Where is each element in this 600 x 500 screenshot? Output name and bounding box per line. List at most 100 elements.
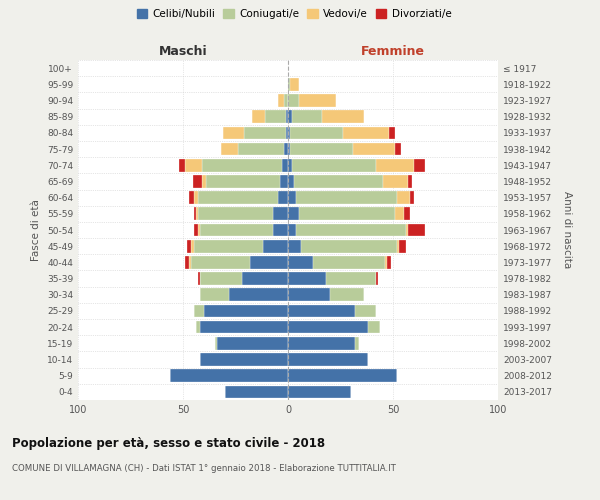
- Bar: [288, 192, 296, 204]
- Bar: [397, 240, 400, 252]
- Bar: [288, 94, 299, 107]
- Bar: [290, 126, 343, 139]
- Bar: [296, 224, 406, 236]
- Bar: [200, 353, 288, 366]
- Bar: [404, 208, 410, 220]
- Bar: [326, 272, 376, 285]
- Bar: [200, 321, 288, 334]
- Bar: [288, 126, 290, 139]
- Bar: [196, 321, 200, 334]
- Bar: [288, 240, 301, 252]
- Bar: [296, 192, 397, 204]
- Bar: [170, 370, 288, 382]
- Bar: [286, 126, 288, 139]
- Bar: [299, 208, 395, 220]
- Bar: [299, 94, 337, 107]
- Bar: [385, 256, 387, 268]
- Bar: [288, 337, 355, 349]
- Bar: [313, 256, 385, 268]
- Bar: [410, 192, 414, 204]
- Bar: [196, 208, 198, 220]
- Bar: [193, 208, 196, 220]
- Bar: [238, 142, 284, 156]
- Bar: [288, 386, 351, 398]
- Bar: [215, 337, 217, 349]
- Bar: [274, 224, 288, 236]
- Bar: [292, 159, 376, 172]
- Bar: [187, 240, 191, 252]
- Bar: [185, 159, 202, 172]
- Bar: [286, 110, 288, 123]
- Bar: [225, 386, 288, 398]
- Bar: [193, 240, 263, 252]
- Bar: [414, 159, 425, 172]
- Bar: [202, 159, 282, 172]
- Bar: [368, 321, 380, 334]
- Bar: [406, 224, 408, 236]
- Bar: [223, 126, 244, 139]
- Bar: [190, 192, 193, 204]
- Bar: [295, 175, 383, 188]
- Bar: [288, 370, 397, 382]
- Bar: [376, 159, 414, 172]
- Bar: [290, 142, 353, 156]
- Bar: [397, 192, 410, 204]
- Bar: [179, 159, 185, 172]
- Bar: [277, 192, 288, 204]
- Y-axis label: Fasce di età: Fasce di età: [31, 199, 41, 261]
- Bar: [282, 159, 288, 172]
- Bar: [198, 272, 200, 285]
- Bar: [202, 175, 206, 188]
- Bar: [288, 208, 299, 220]
- Text: Maschi: Maschi: [158, 44, 208, 58]
- Bar: [355, 304, 376, 318]
- Bar: [288, 288, 330, 301]
- Bar: [277, 94, 284, 107]
- Bar: [284, 142, 288, 156]
- Bar: [242, 272, 288, 285]
- Bar: [229, 288, 288, 301]
- Bar: [290, 78, 299, 90]
- Bar: [193, 175, 202, 188]
- Bar: [353, 142, 395, 156]
- Bar: [200, 224, 274, 236]
- Bar: [376, 272, 379, 285]
- Bar: [387, 256, 391, 268]
- Bar: [193, 192, 198, 204]
- Bar: [389, 126, 395, 139]
- Bar: [355, 337, 359, 349]
- Bar: [265, 110, 286, 123]
- Bar: [288, 272, 326, 285]
- Bar: [288, 110, 292, 123]
- Bar: [343, 126, 389, 139]
- Legend: Celibi/Nubili, Coniugati/e, Vedovi/e, Divorziati/e: Celibi/Nubili, Coniugati/e, Vedovi/e, Di…: [133, 5, 455, 24]
- Bar: [288, 304, 355, 318]
- Y-axis label: Anni di nascita: Anni di nascita: [562, 192, 572, 268]
- Bar: [206, 175, 280, 188]
- Bar: [185, 256, 189, 268]
- Bar: [274, 208, 288, 220]
- Bar: [288, 256, 313, 268]
- Bar: [395, 142, 401, 156]
- Bar: [292, 110, 322, 123]
- Text: Popolazione per età, sesso e stato civile - 2018: Popolazione per età, sesso e stato civil…: [12, 438, 325, 450]
- Bar: [288, 175, 295, 188]
- Bar: [288, 321, 368, 334]
- Bar: [221, 142, 238, 156]
- Bar: [204, 304, 288, 318]
- Bar: [193, 224, 198, 236]
- Bar: [330, 288, 364, 301]
- Bar: [288, 78, 290, 90]
- Bar: [191, 256, 250, 268]
- Bar: [263, 240, 288, 252]
- Bar: [200, 272, 242, 285]
- Bar: [193, 304, 204, 318]
- Bar: [191, 240, 193, 252]
- Bar: [322, 110, 364, 123]
- Bar: [395, 208, 404, 220]
- Bar: [288, 224, 296, 236]
- Bar: [400, 240, 406, 252]
- Bar: [288, 159, 292, 172]
- Bar: [198, 224, 200, 236]
- Bar: [198, 208, 274, 220]
